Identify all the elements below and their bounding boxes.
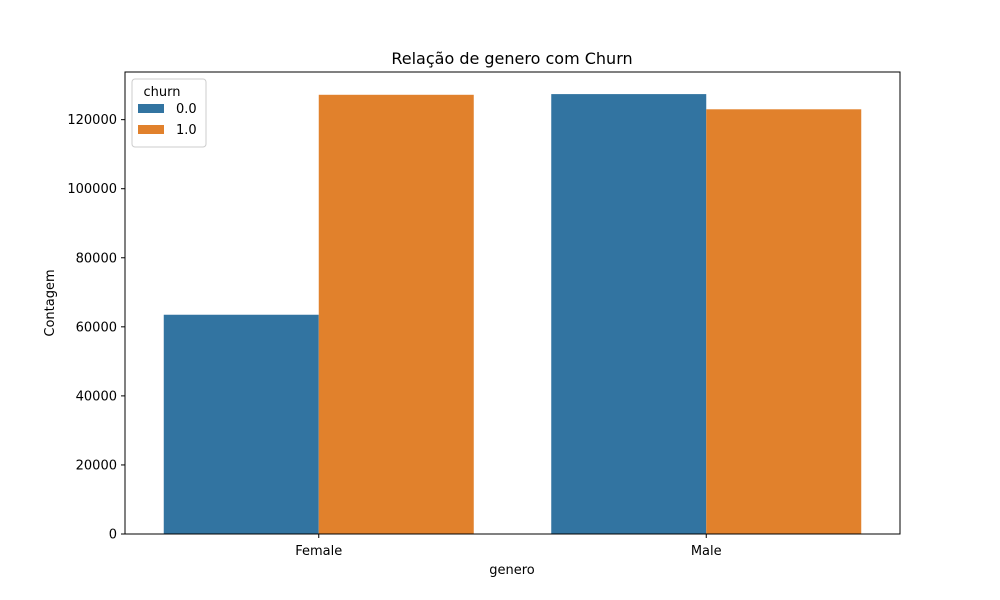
y-tick-label: 0 (109, 528, 117, 543)
y-tick-label: 40000 (76, 389, 117, 404)
y-tick-label: 60000 (76, 320, 117, 335)
bar-male-series-1 (706, 109, 862, 535)
legend: churn 0.01.0 (131, 78, 207, 148)
y-tick-label: 20000 (76, 458, 117, 473)
x-axis-label: genero (489, 563, 535, 578)
y-tick-label: 120000 (67, 113, 117, 128)
x-axis: Female Male (295, 534, 722, 559)
bars-group (163, 94, 862, 535)
chart-title: Relação de genero com Churn (391, 49, 632, 68)
legend-label: 0.0 (176, 102, 197, 117)
bar-female-series-1 (318, 94, 474, 534)
y-axis-label: Contagem (43, 269, 58, 336)
bar-female-series-0 (163, 314, 319, 534)
legend-swatch (138, 104, 164, 113)
y-axis: 0 20000 40000 60000 80000 100000 120000 (67, 113, 125, 543)
y-tick-label: 100000 (67, 182, 117, 197)
legend-label: 1.0 (176, 123, 197, 138)
legend-title: churn (144, 85, 181, 100)
x-tick-label: Female (295, 544, 342, 559)
x-tick-label: Male (691, 544, 722, 559)
y-tick-label: 80000 (76, 251, 117, 266)
legend-swatch (138, 125, 164, 134)
legend-items: 0.01.0 (138, 102, 197, 138)
plot-frame (124, 71, 901, 535)
bar-male-series-0 (551, 94, 707, 534)
